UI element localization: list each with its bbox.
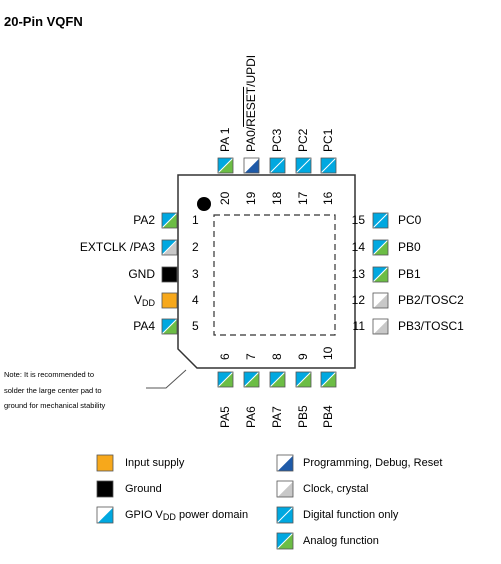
pin-11-swatch (372, 318, 389, 335)
package-outline (177, 174, 356, 369)
pin-label: EXTCLK /PA3 (79, 240, 155, 254)
pin-number: 17 (296, 191, 310, 205)
pin-number: 16 (321, 191, 335, 205)
pin-5-swatch (161, 318, 178, 335)
pin-20-swatch (217, 157, 234, 174)
legend-clock: Clock, crystal (303, 483, 369, 495)
pin-label: PB2/TOSC2 (398, 293, 464, 307)
note-line-3: ground for mechanical stability (4, 401, 106, 410)
pin-7-swatch (243, 371, 260, 388)
legend-digital: Digital function only (303, 509, 399, 521)
pin-18-swatch (269, 157, 286, 174)
pin-number: 18 (270, 191, 284, 205)
pin-3-swatch (161, 266, 178, 283)
legend-ground: Ground (125, 483, 162, 495)
pin-19-swatch (243, 157, 260, 174)
pin1-indicator (197, 197, 211, 211)
pin-number: 7 (244, 353, 258, 360)
pin-16-swatch (320, 157, 337, 174)
legend-gpio-swatch (96, 506, 114, 524)
pin-number: 3 (192, 267, 199, 281)
pin-9-swatch (295, 371, 312, 388)
pin-number: 8 (270, 353, 284, 360)
pin-6-swatch (217, 371, 234, 388)
pin-label: PB3/TOSC1 (398, 319, 464, 333)
pin-label: PA4 (133, 319, 155, 333)
pin-13-swatch (372, 266, 389, 283)
pin-15-swatch (372, 212, 389, 229)
pin-label: PA2 (133, 213, 155, 227)
pin-number: 5 (192, 319, 199, 333)
pin-label: PC0 (398, 213, 422, 227)
pin-label: VDD (133, 293, 155, 308)
pin-number: 6 (218, 353, 232, 360)
diagram-title: 20-Pin VQFN (4, 14, 83, 29)
pin-number: 19 (244, 191, 258, 205)
pin-2-swatch (161, 239, 178, 256)
pin-number: 11 (352, 319, 365, 333)
pin-label: PC2 (296, 128, 310, 152)
pin-number: 20 (218, 191, 232, 205)
pin-14-swatch (372, 239, 389, 256)
pin-number: 9 (296, 353, 310, 360)
center-pad (213, 214, 336, 336)
pin-4-swatch (161, 292, 178, 309)
pin-label: PB5 (296, 405, 310, 428)
pin-12-swatch (372, 292, 389, 309)
note-leader (146, 369, 187, 389)
pin-label: PA6 (244, 406, 258, 428)
legend-analog: Analog function (303, 535, 379, 547)
legend-digital-swatch (276, 506, 294, 524)
note-line-1: Note: It is recommended to (4, 370, 95, 379)
pin-number: 13 (351, 267, 365, 281)
pin-number: 14 (351, 240, 365, 254)
note-line-2: solder the large center pad to (4, 386, 102, 395)
pin-number: 1 (192, 213, 199, 227)
pin-17-swatch (295, 157, 312, 174)
legend-gpio-vdd: GPIO VDD power domain (125, 509, 249, 522)
pin-label: PB4 (321, 405, 335, 428)
pin-label: PB0 (398, 240, 421, 254)
pin-label: PB1 (398, 267, 421, 281)
legend-input-supply: Input supply (125, 457, 185, 469)
pin-label: PA0/RESET/UPDI (244, 54, 258, 152)
pin-number: 15 (351, 213, 365, 227)
legend-analog-swatch (276, 532, 294, 550)
legend-clock-swatch (276, 480, 294, 498)
pin-10-swatch (320, 371, 337, 388)
legend-supply-swatch (96, 454, 114, 472)
pin-8-swatch (269, 371, 286, 388)
pin-1-swatch (161, 212, 178, 229)
pin-label: PC1 (321, 128, 335, 152)
pin-label: GND (128, 267, 155, 281)
pin-number: 12 (351, 293, 365, 307)
pin-label: PA7 (270, 406, 284, 428)
pin-number: 4 (192, 293, 199, 307)
legend-programming-swatch (276, 454, 294, 472)
pin-number: 10 (321, 346, 335, 360)
pin-label: PC3 (270, 128, 284, 152)
pin-label: PA 1 (218, 127, 232, 152)
legend-programming: Programming, Debug, Reset (303, 457, 443, 469)
pin-label: PA5 (218, 406, 232, 428)
legend-ground-swatch (96, 480, 114, 498)
pin-number: 2 (192, 240, 199, 254)
